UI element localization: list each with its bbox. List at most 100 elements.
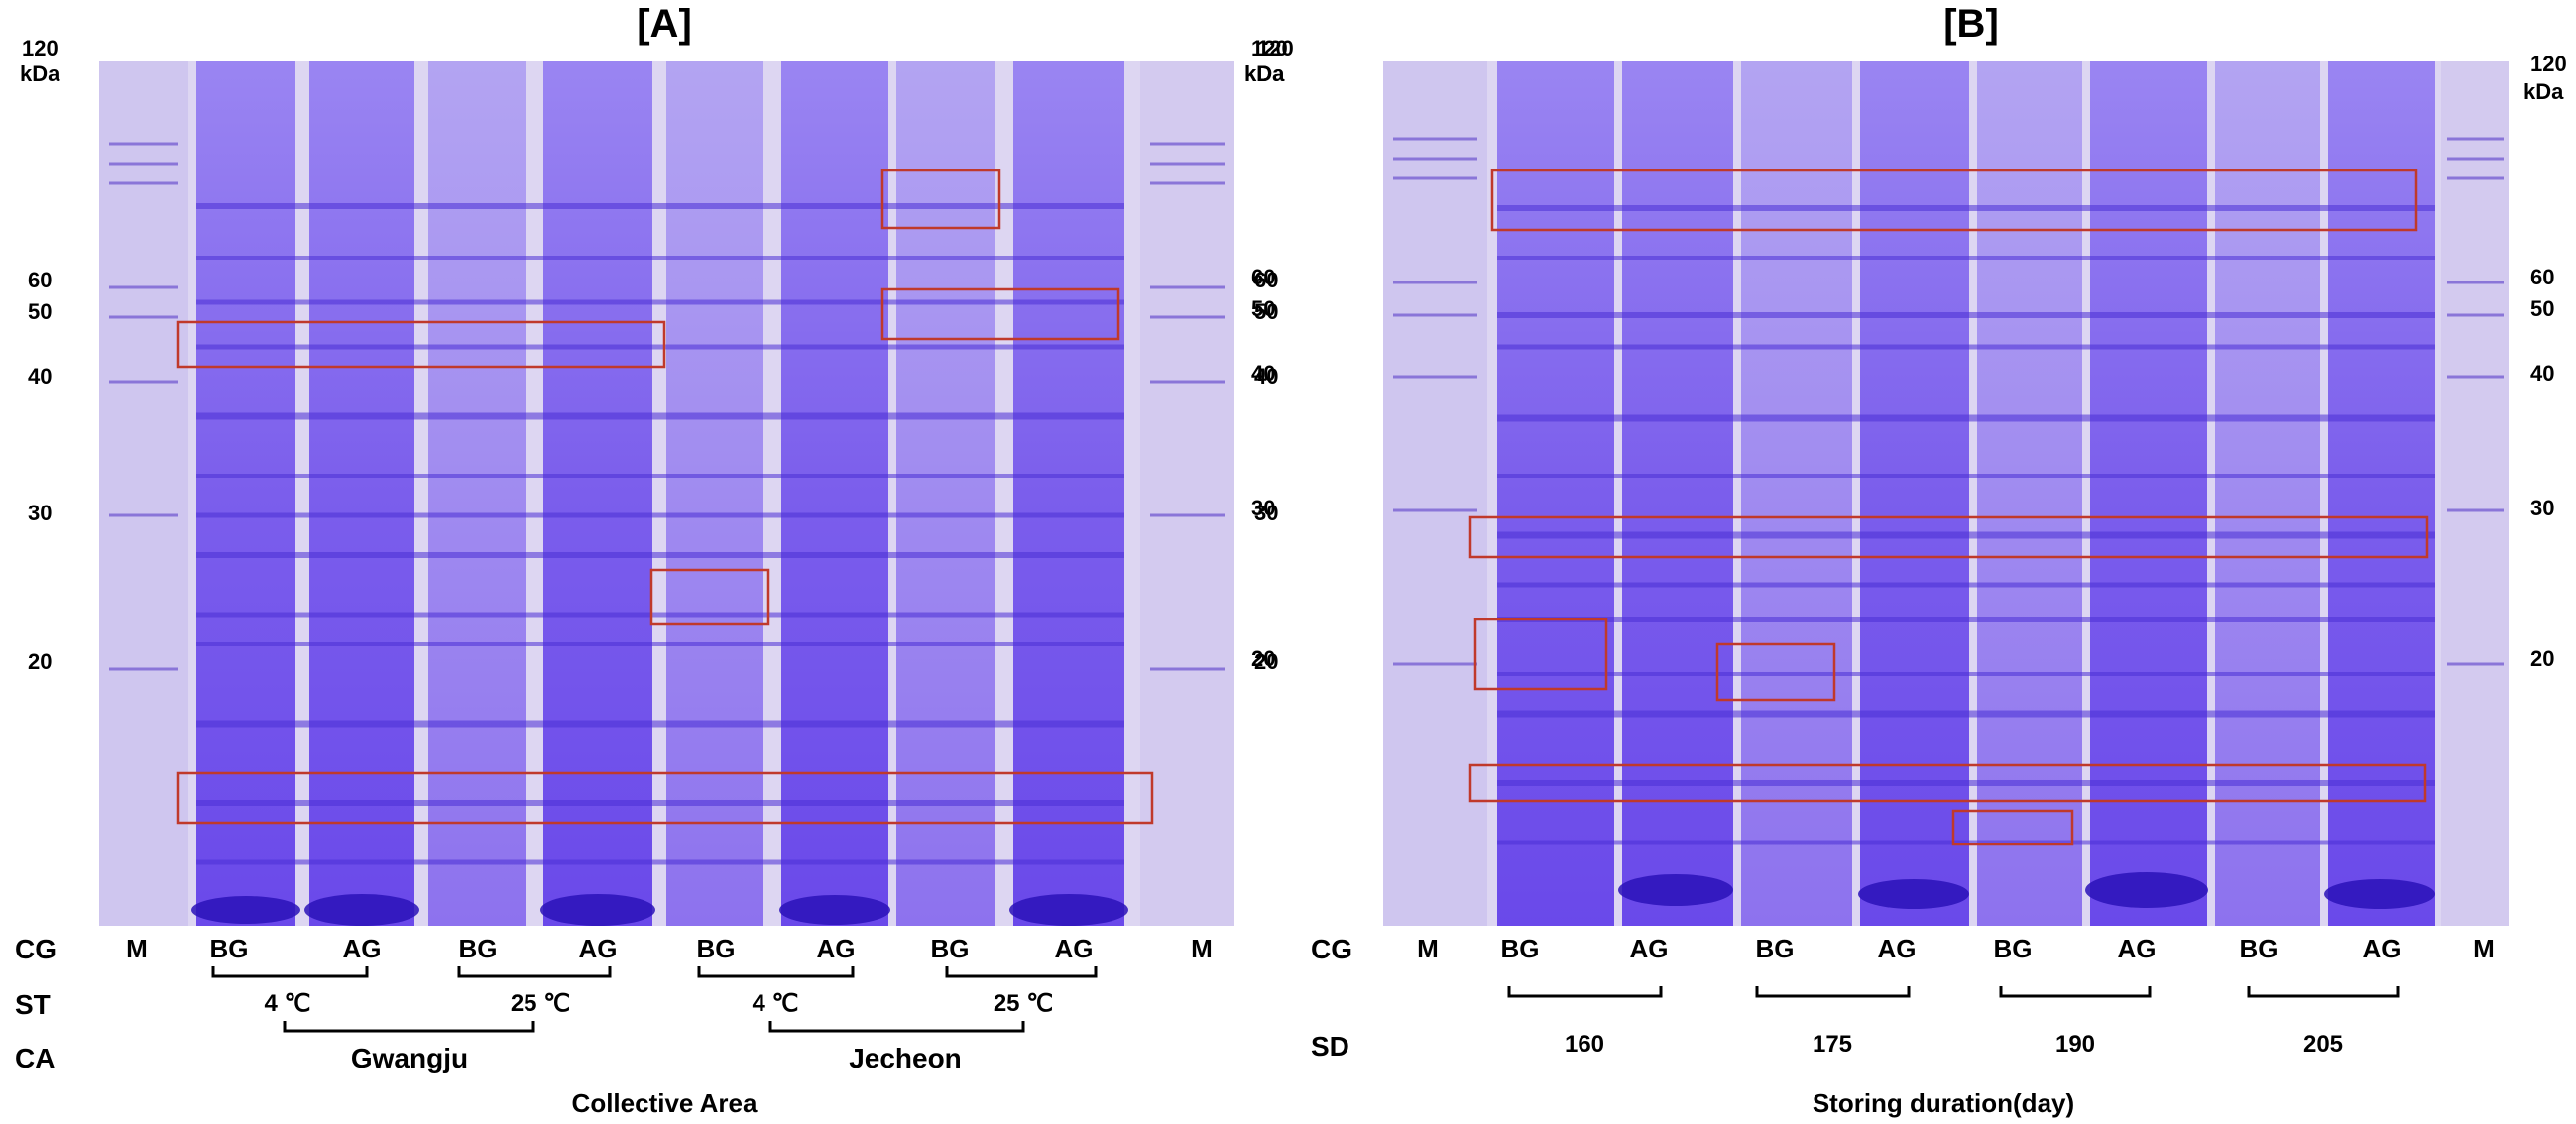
area-label: Jecheon [849, 1043, 962, 1073]
lane-label: BG [696, 934, 736, 963]
row-label-ca: CA [15, 1043, 56, 1073]
lane-label: M [1191, 934, 1213, 963]
mw-label: 60 [2530, 265, 2555, 289]
mw-label: 120 [1251, 36, 1288, 60]
day-label: 160 [1564, 1031, 1605, 1058]
mw-label: 20 [2530, 646, 2555, 671]
bracket-temp [211, 966, 369, 978]
mw-label: 20 [28, 649, 53, 674]
lane-label: BG [930, 934, 970, 963]
mw-label: 30 [28, 501, 53, 525]
brackets-a [211, 966, 1098, 1033]
lane-label: AG [1054, 934, 1094, 963]
bracket-area [283, 1021, 535, 1033]
gel-panel-a [99, 61, 1234, 926]
panel-a-axis-label: Collective Area [571, 1088, 758, 1118]
mw-label: 50 [1254, 299, 1279, 324]
panel-b-axis-label: Storing duration(day) [1812, 1088, 2075, 1118]
mw-unit: kDa [1244, 61, 1285, 86]
highlight-box [1951, 809, 2074, 846]
temp-label: 4 ℃ [264, 990, 311, 1017]
bracket-area [768, 1021, 1025, 1033]
bracket-day [1755, 986, 1911, 998]
mw-unit: kDa [20, 61, 60, 86]
bracket-day [2247, 986, 2400, 998]
highlight-box [1468, 763, 2427, 803]
gel-panel-b [1383, 61, 2509, 926]
panel-b-title: [B] [1943, 2, 1999, 46]
highlight-box [649, 568, 770, 626]
gel-a-marker-lane-left [99, 61, 188, 926]
gel-a-marker-bands [109, 142, 1225, 671]
bracket-temp [945, 966, 1098, 978]
temp-label: 25 ℃ [993, 990, 1054, 1017]
row-label-st: ST [15, 989, 51, 1020]
bracket-temp [457, 966, 612, 978]
highlight-box [176, 320, 666, 369]
gel-a-dye-front [191, 894, 1128, 926]
lane-label: AG [2362, 934, 2401, 963]
lane-label: AG [1629, 934, 1669, 963]
mw-unit: kDa [2523, 79, 2564, 104]
lane-label: AG [1877, 934, 1917, 963]
gel-b-bands [1497, 205, 2435, 845]
mw-label: 30 [1254, 501, 1279, 525]
gel-a-highlight-boxes [176, 169, 1154, 825]
mw-label: 40 [1251, 361, 1276, 386]
lane-label: AG [342, 934, 382, 963]
mw-label: 120 [2530, 52, 2567, 76]
brackets-b [1507, 986, 2400, 998]
mw-label: 40 [2530, 361, 2555, 386]
highlight-box [1468, 515, 2429, 559]
temp-label: 25 ℃ [510, 990, 571, 1017]
mw-label: 60 [1254, 268, 1279, 292]
lane-label: BG [458, 934, 498, 963]
gel-b-highlight-boxes [1468, 169, 2429, 846]
lane-label: M [1417, 934, 1439, 963]
gel-b-sample-lanes [1497, 61, 2435, 926]
mw-label: 20 [1254, 649, 1279, 674]
row-label-sd: SD [1311, 1031, 1349, 1062]
mw-label: 60 [28, 268, 53, 292]
highlight-box [880, 287, 1120, 341]
mw-label: 120 [1257, 36, 1294, 60]
temp-label: 4 ℃ [752, 990, 799, 1017]
lane-label: BG [2239, 934, 2279, 963]
bracket-day [1999, 986, 2152, 998]
day-label: 190 [2054, 1031, 2096, 1058]
lane-label: M [126, 934, 148, 963]
gel-a-marker-lane-right [1140, 61, 1234, 926]
gel-b-dye-front [1618, 872, 2435, 909]
gel-a-bands [196, 203, 1124, 865]
mw-label: 50 [28, 299, 53, 324]
mw-unit: kDa [1244, 61, 1285, 86]
lane-label: BG [209, 934, 249, 963]
day-label: 175 [1812, 1031, 1853, 1058]
row-label-cg: CG [1311, 934, 1352, 964]
panel-a-title: [A] [637, 2, 692, 46]
mw-label: 20 [1251, 646, 1276, 671]
mw-label: 30 [1251, 496, 1276, 520]
mw-label: 40 [1254, 364, 1279, 389]
lane-label: BG [1755, 934, 1795, 963]
gel-b-marker-bands [1393, 137, 2504, 666]
day-label: 205 [2302, 1031, 2344, 1058]
highlight-box [1473, 618, 1608, 691]
highlight-box [1490, 169, 2418, 232]
mw-label: 120 [22, 36, 59, 60]
highlight-box [880, 169, 1001, 230]
mw-label: 40 [28, 364, 53, 389]
bracket-temp [697, 966, 855, 978]
mw-label: 50 [1251, 296, 1276, 321]
lane-label: M [2473, 934, 2495, 963]
row-label-cg: CG [15, 934, 57, 964]
mw-label: 60 [1251, 265, 1276, 289]
bracket-day [1507, 986, 1663, 998]
lane-label: AG [816, 934, 856, 963]
area-label: Gwangju [350, 1043, 469, 1073]
gel-b-marker-lane-right [2441, 61, 2509, 926]
lane-label: AG [578, 934, 618, 963]
highlight-box [176, 771, 1154, 825]
lane-label: BG [1993, 934, 2033, 963]
